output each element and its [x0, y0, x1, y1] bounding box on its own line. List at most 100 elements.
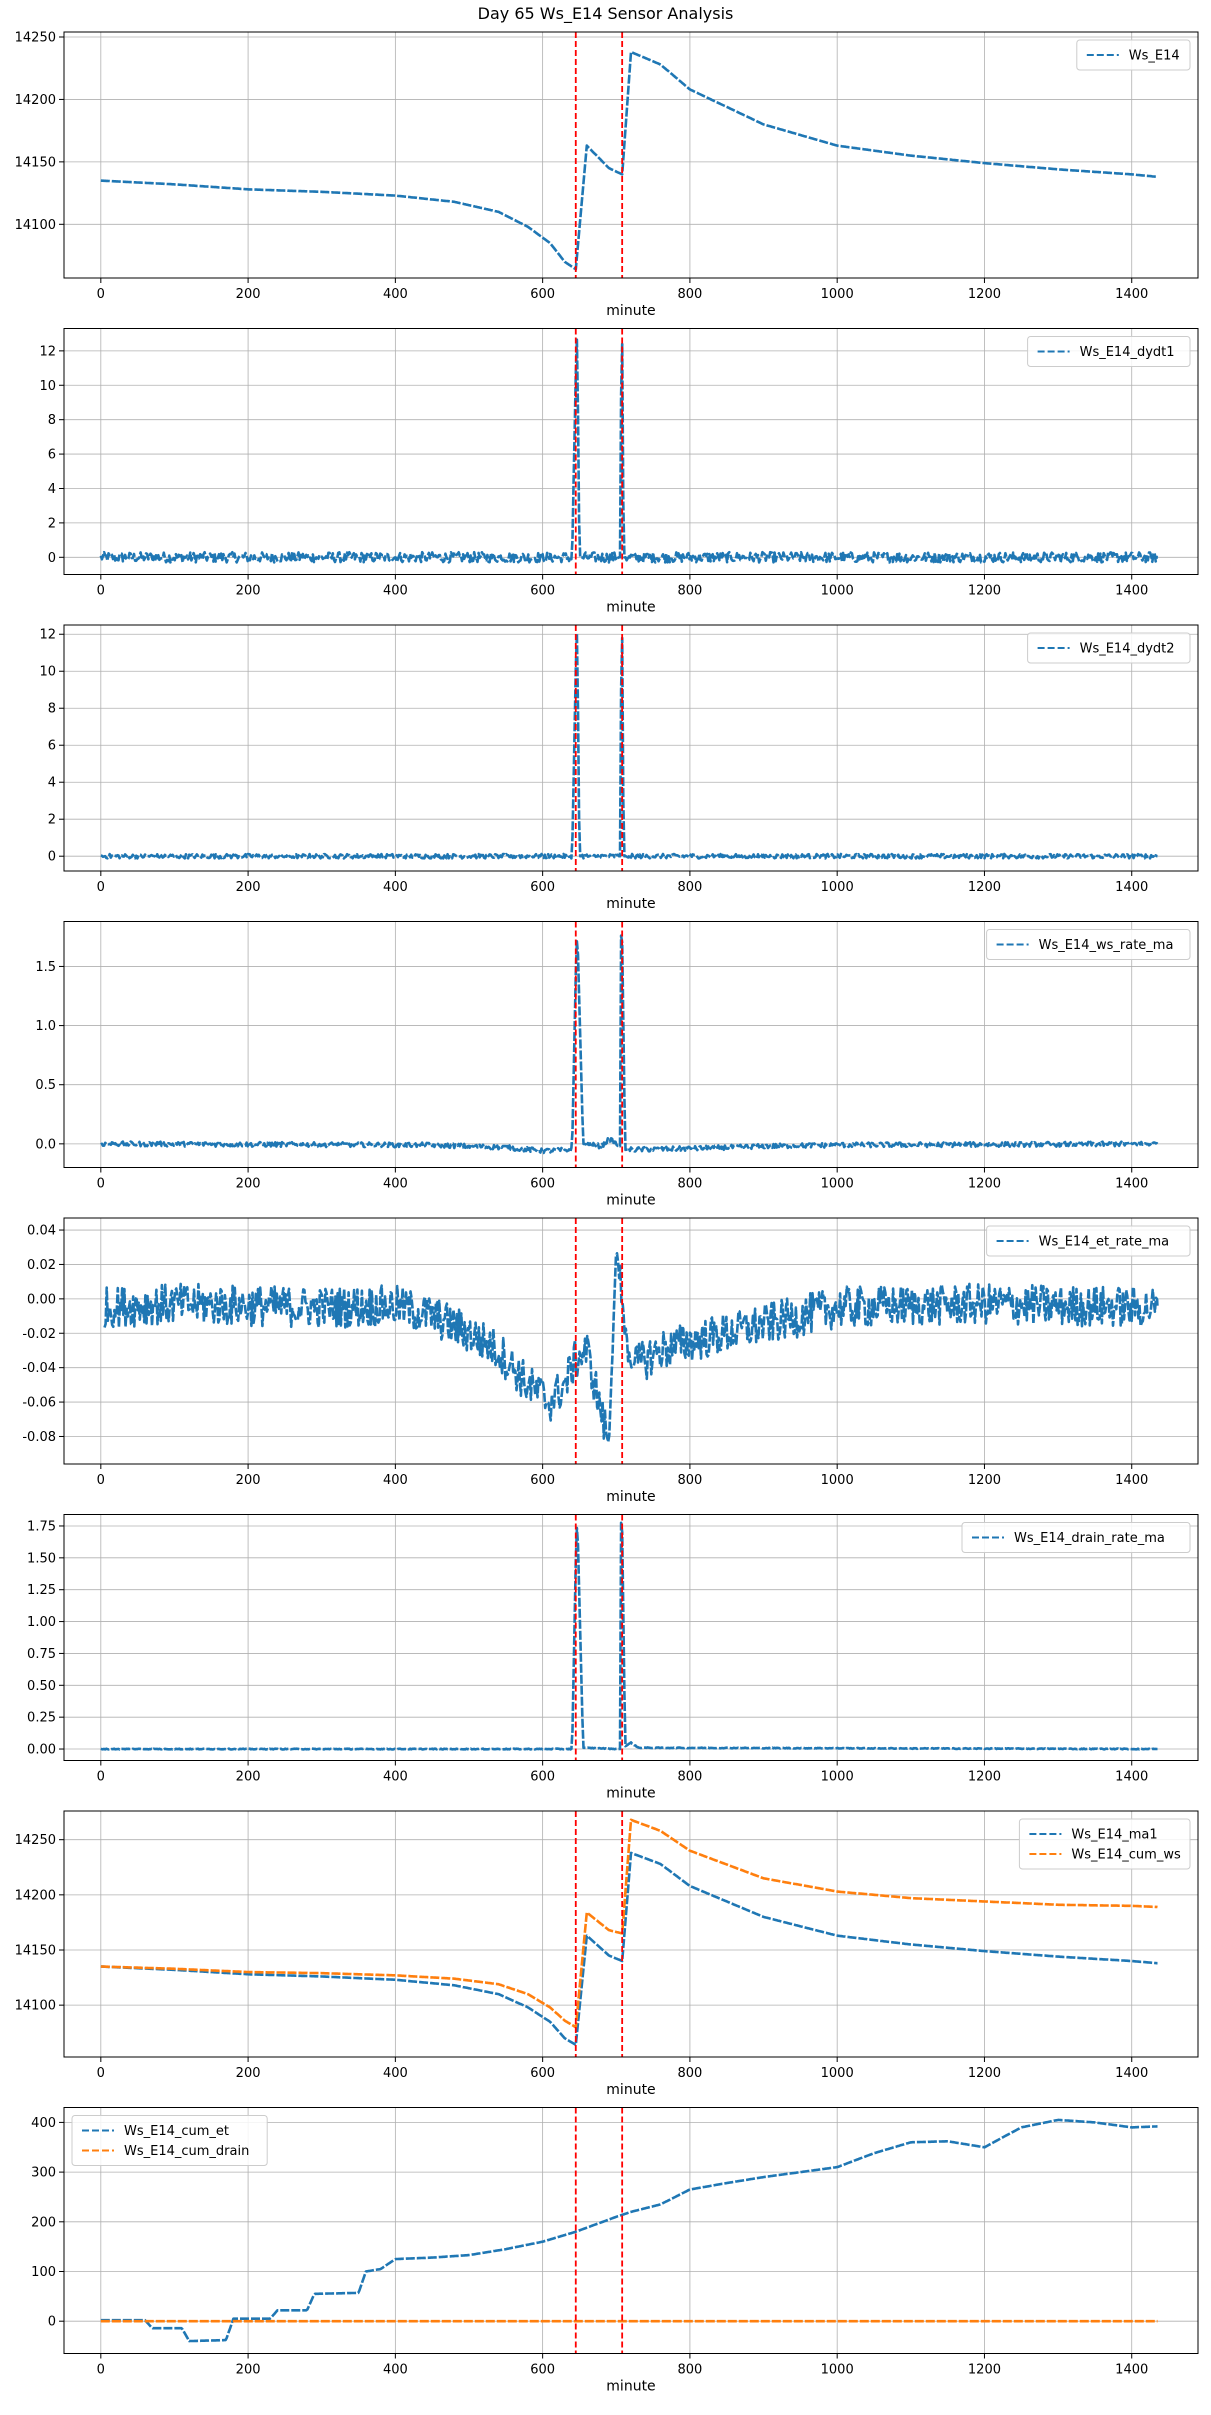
x-tick-label: 200	[236, 1177, 261, 1192]
y-tick-label: 2	[48, 813, 56, 828]
x-tick-label: 400	[383, 1770, 408, 1785]
y-tick-label: 1.50	[27, 1551, 56, 1566]
chart-panel-1: 0 200 400 600 800 1000 1200 1400 minute 14100 1415…	[15, 30, 1199, 319]
y-tick-label: 6	[48, 448, 56, 463]
x-tick-label: 1200	[968, 1770, 1001, 1785]
axes-frame	[63, 31, 1199, 279]
series-line-1	[100, 1521, 1159, 1751]
y-tick-label: -0.04	[22, 1361, 56, 1376]
y-tick-label: 1.25	[27, 1583, 56, 1598]
x-tick-label: 1000	[821, 287, 854, 302]
legend-label: Ws_E14_ws_rate_ma	[1039, 938, 1174, 953]
x-tick-label: 200	[236, 2363, 261, 2378]
x-tick-label: 1400	[1115, 1177, 1148, 1192]
legend-label: Ws_E14_cum_et	[124, 2124, 229, 2139]
y-tick-label: 1.75	[27, 1519, 56, 1534]
plot-area	[103, 1252, 1159, 1444]
x-tick-label: 600	[530, 1473, 555, 1488]
axes-frame	[63, 1810, 1199, 2058]
x-tick-label: 200	[236, 584, 261, 599]
chart-panel-4: 0 200 400 600 800 1000 1200 1400 minute 0.0 0.5 1.0…	[35, 921, 1199, 1209]
legend-box	[1076, 39, 1191, 71]
y-tick-label: 100	[31, 2265, 56, 2280]
series-line-1	[100, 934, 1159, 1155]
legend: Ws_E14_dydt1	[1027, 336, 1191, 367]
axes-frame	[63, 328, 1199, 575]
x-tick-label: 0	[97, 2066, 105, 2081]
y-tick-label: 14100	[15, 1999, 56, 2014]
legend-box	[986, 1225, 1191, 1257]
x-tick-label: 400	[383, 880, 408, 895]
axes-frame	[63, 624, 1199, 872]
x-tick-label: 800	[677, 1770, 702, 1785]
x-tick-label: 600	[530, 584, 555, 599]
y-tick-label: 0.25	[27, 1711, 56, 1726]
figure-title: Day 65 Ws_E14 Sensor Analysis	[477, 4, 734, 23]
legend-label: Ws_E14_ma1	[1071, 1828, 1157, 1843]
legend: Ws_E14_dydt2	[1027, 632, 1191, 664]
x-tick-label: 600	[530, 287, 555, 302]
legend-label: Ws_E14_cum_drain	[124, 2144, 249, 2159]
x-tick-label: 1000	[821, 1473, 854, 1488]
y-tick-label: 14250	[15, 30, 56, 45]
y-tick-label: 10	[39, 379, 56, 394]
x-tick-label: 600	[530, 880, 555, 895]
x-tick-label: 1200	[968, 2363, 1001, 2378]
x-axis-label: minute	[606, 303, 655, 319]
y-tick-label: 1.00	[27, 1615, 56, 1630]
series-line-1	[100, 1851, 1159, 2047]
legend-label: Ws_E14_drain_rate_ma	[1014, 1531, 1165, 1546]
legend-box	[71, 2115, 268, 2166]
x-tick-label: 1400	[1115, 2066, 1148, 2081]
legend-label: Ws_E14_dydt1	[1080, 345, 1175, 360]
x-tick-label: 400	[383, 287, 408, 302]
x-tick-label: 400	[383, 1177, 408, 1192]
x-tick-label: 1400	[1115, 287, 1148, 302]
y-tick-label: 0.00	[27, 1743, 56, 1758]
x-tick-label: 1200	[968, 2066, 1001, 2081]
x-tick-label: 1400	[1115, 584, 1148, 599]
y-tick-label: 0.5	[35, 1078, 56, 1093]
x-tick-label: 400	[383, 1473, 408, 1488]
y-tick-label: 0.02	[27, 1258, 56, 1273]
x-tick-label: 0	[97, 1770, 105, 1785]
y-tick-label: 200	[31, 2215, 56, 2230]
y-tick-label: 300	[31, 2166, 56, 2181]
y-tick-label: 0.00	[27, 1292, 56, 1307]
axes-frame	[63, 2107, 1199, 2354]
plot-area	[100, 50, 1159, 271]
y-tick-label: 14200	[15, 1888, 56, 1903]
y-tick-label: 0	[48, 551, 56, 566]
axes-frame	[63, 1217, 1199, 1465]
x-tick-label: 1000	[821, 2066, 854, 2081]
y-tick-label: 0.0	[35, 1137, 56, 1152]
x-tick-label: 200	[236, 1770, 261, 1785]
series-line-1	[100, 631, 1159, 860]
x-tick-label: 1000	[821, 1177, 854, 1192]
axes-frame	[63, 921, 1199, 1168]
legend: Ws_E14_drain_rate_ma	[961, 1522, 1191, 1553]
x-tick-label: 0	[97, 1177, 105, 1192]
x-tick-label: 800	[677, 584, 702, 599]
x-tick-label: 200	[236, 1473, 261, 1488]
y-tick-label: 400	[31, 2116, 56, 2131]
x-tick-label: 200	[236, 287, 261, 302]
x-tick-label: 600	[530, 1770, 555, 1785]
y-tick-label: -0.02	[22, 1327, 56, 1342]
x-axis-label: minute	[606, 896, 655, 912]
x-tick-label: 800	[677, 2066, 702, 2081]
y-tick-label: 0	[48, 2315, 56, 2330]
x-tick-label: 800	[677, 287, 702, 302]
legend-label: Ws_E14	[1129, 49, 1180, 64]
x-tick-label: 1200	[968, 1177, 1001, 1192]
series-line-2	[100, 1818, 1159, 2029]
x-tick-label: 600	[530, 2066, 555, 2081]
x-tick-label: 400	[383, 2363, 408, 2378]
x-axis-label: minute	[606, 1193, 655, 1209]
y-tick-label: 1.5	[35, 960, 56, 975]
plot-area	[100, 631, 1159, 860]
x-tick-label: 800	[677, 880, 702, 895]
x-tick-label: 200	[236, 880, 261, 895]
x-tick-label: 800	[677, 1177, 702, 1192]
